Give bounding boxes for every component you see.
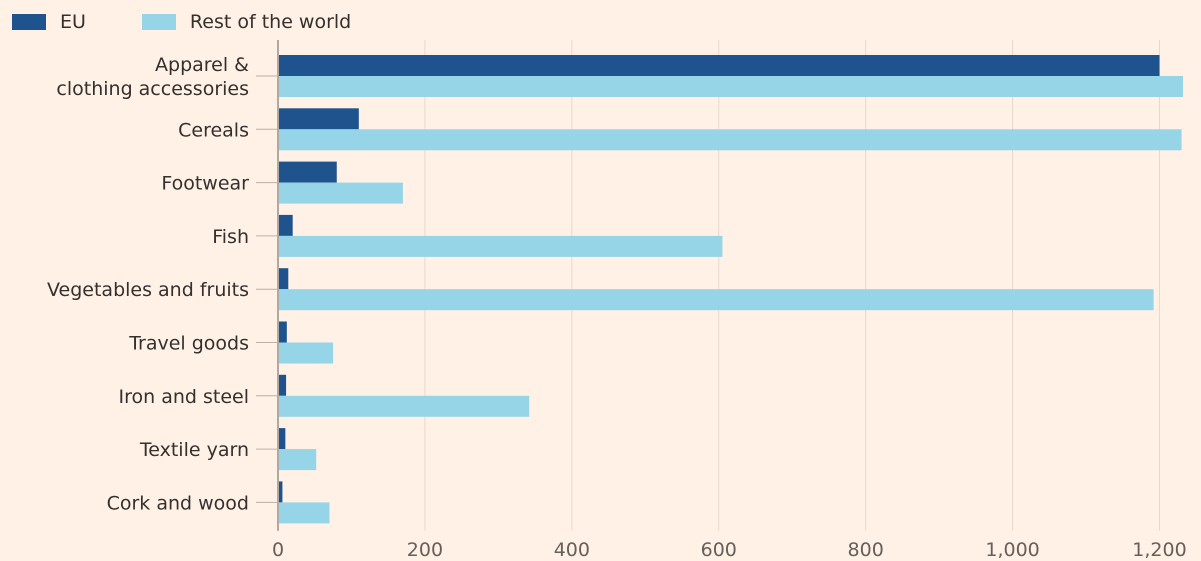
chart-legend: EU Rest of the world bbox=[12, 10, 407, 34]
bar-eu bbox=[279, 268, 289, 290]
category-label: Vegetables and fruits bbox=[47, 279, 249, 301]
bar-rest-of-world bbox=[279, 502, 330, 524]
bar-eu bbox=[279, 321, 287, 343]
bar-eu bbox=[279, 161, 337, 183]
x-tick-label: 400 bbox=[554, 539, 590, 561]
bar-rest-of-world bbox=[279, 449, 317, 471]
bar-eu bbox=[279, 108, 359, 130]
category-label: Iron and steel bbox=[119, 386, 250, 408]
legend-label-rest-of-world: Rest of the world bbox=[189, 11, 352, 33]
category-label: Travel goods bbox=[128, 333, 249, 355]
category-label: clothing accessories bbox=[56, 78, 249, 100]
x-tick-label: 600 bbox=[701, 539, 737, 561]
bar-rest-of-world bbox=[279, 289, 1154, 311]
category-label: Textile yarn bbox=[139, 439, 249, 461]
bar-rest-of-world bbox=[279, 342, 334, 364]
bar-rest-of-world bbox=[279, 76, 1183, 97]
legend-swatch-rest-of-world bbox=[141, 14, 176, 30]
x-tick-label: 800 bbox=[848, 539, 884, 561]
bar-eu bbox=[279, 481, 283, 503]
legend-item-rest-of-world: Rest of the world bbox=[141, 11, 352, 33]
bar-eu bbox=[279, 374, 287, 396]
legend-item-eu: EU bbox=[12, 11, 86, 33]
bar-rest-of-world bbox=[279, 235, 723, 257]
bar-eu bbox=[279, 428, 286, 450]
category-label: Footwear bbox=[161, 173, 249, 195]
category-label: Cork and wood bbox=[107, 492, 249, 514]
category-label: Fish bbox=[212, 226, 249, 248]
bar-eu bbox=[279, 55, 1160, 76]
category-label: Cereals bbox=[178, 119, 249, 141]
legend-swatch-eu bbox=[12, 14, 46, 30]
bar-rest-of-world bbox=[279, 129, 1182, 151]
bar-eu bbox=[279, 214, 293, 236]
x-tick-label: 1,200 bbox=[1132, 539, 1186, 561]
x-tick-label: 1,000 bbox=[985, 539, 1039, 561]
bar-rest-of-world bbox=[279, 182, 403, 204]
x-tick-label: 0 bbox=[272, 539, 284, 561]
bar-rest-of-world bbox=[279, 395, 530, 417]
x-tick-label: 200 bbox=[407, 539, 443, 561]
legend-label-eu: EU bbox=[60, 11, 86, 33]
category-label: Apparel & bbox=[155, 54, 249, 76]
